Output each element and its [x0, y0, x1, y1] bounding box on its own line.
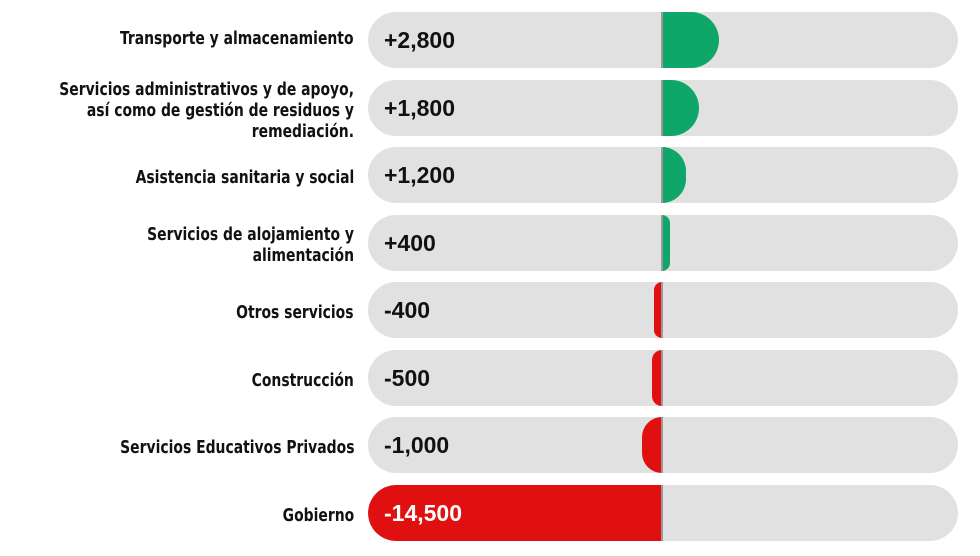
bar-track [368, 417, 958, 473]
bar-row: Construcción -500 [0, 350, 980, 406]
zero-line [661, 350, 663, 406]
bar-row: Servicios administrativos y de apoyo, as… [0, 79, 980, 142]
bar-row: Servicios Educativos Privados -1,000 [0, 417, 980, 473]
category-label: Transporte y almacenamiento [120, 28, 354, 49]
bar-row: Servicios de alojamiento y alimentación +… [0, 215, 980, 271]
value-label: -500 [384, 365, 431, 391]
bar-track [368, 282, 958, 338]
value-label: -1,000 [384, 432, 450, 458]
bar-row: Gobierno -14,500 [0, 485, 980, 541]
zero-line [661, 215, 663, 271]
category-label: Asistencia sanitaria y social [135, 167, 354, 188]
bar-track [368, 80, 958, 136]
value-label: -400 [384, 297, 431, 323]
bar [662, 215, 671, 271]
zero-line [661, 485, 663, 541]
bar [662, 12, 720, 68]
category-label: Otros servicios [236, 302, 354, 323]
value-label: +1,200 [384, 162, 455, 188]
value-label: +1,800 [384, 95, 455, 121]
bar-track [368, 350, 958, 406]
zero-line [661, 147, 663, 203]
bar-track [368, 147, 958, 203]
zero-line [661, 282, 663, 338]
zero-line [661, 417, 663, 473]
bar-row: Otros servicios -400 [0, 282, 980, 338]
bar-track [368, 485, 958, 541]
bar-row: Transporte y almacenamiento +2,800 [0, 12, 980, 68]
bar-row: Asistencia sanitaria y social +1,200 [0, 147, 980, 203]
category-label: Gobierno [282, 505, 354, 526]
bar [662, 80, 699, 136]
bar-track [368, 215, 958, 271]
category-label: Servicios de alojamiento y alimentación [147, 224, 354, 266]
value-label: +2,800 [384, 27, 455, 53]
zero-line [661, 80, 663, 136]
value-label: +400 [384, 230, 436, 256]
bar [641, 417, 662, 473]
category-label: Servicios administrativos y de apoyo, as… [59, 79, 354, 142]
category-label: Construcción [251, 370, 354, 391]
bar [653, 282, 662, 338]
zero-line [661, 12, 663, 68]
category-label: Servicios Educativos Privados [119, 437, 354, 458]
bar [662, 147, 687, 203]
bar [651, 350, 662, 406]
bar-track [368, 12, 958, 68]
value-label: -14,500 [384, 500, 463, 526]
bar [368, 485, 662, 541]
